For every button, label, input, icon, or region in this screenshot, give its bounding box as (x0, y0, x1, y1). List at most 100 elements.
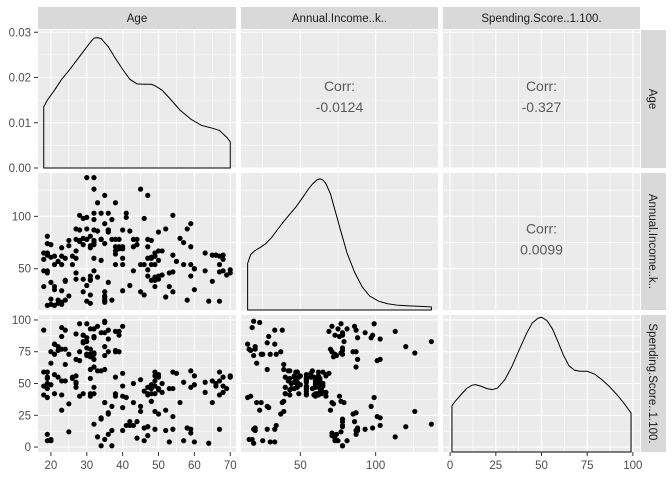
point-age-score-180 (109, 403, 115, 409)
corr-label-2: Corr: (526, 221, 557, 237)
point-income-score-168 (353, 410, 359, 416)
point-income-score-152 (339, 419, 346, 425)
point-age-score-161 (80, 338, 86, 345)
point-age-score-67 (220, 383, 226, 389)
point-age-income-40 (209, 278, 215, 284)
point-age-score-19 (102, 319, 108, 326)
point-age-score-178 (188, 426, 194, 432)
point-age-income-77 (120, 261, 126, 268)
point-age-income-36 (127, 282, 133, 289)
point-age-score-142 (77, 393, 83, 399)
point-age-income-42 (148, 277, 154, 283)
point-income-score-22 (260, 438, 266, 444)
point-age-score-40 (209, 399, 215, 406)
point-age-score-160 (177, 399, 183, 406)
point-income-score-161 (341, 338, 347, 345)
point-age-score-162 (44, 438, 50, 444)
point-age-income-34 (152, 283, 158, 290)
point-income-score-7 (249, 324, 255, 331)
point-age-score-20 (102, 399, 108, 406)
point-income-score-42 (281, 398, 287, 404)
point-age-income-39 (48, 279, 54, 285)
point-age-score-174 (163, 427, 169, 434)
point-age-score-82 (216, 392, 223, 398)
corr-value-2: 0.0099 (520, 242, 563, 258)
point-age-score-166 (127, 419, 133, 425)
point-income-score-46 (282, 374, 288, 380)
point-income-score-138 (333, 431, 340, 437)
point-age-score-73 (191, 373, 197, 379)
point-age-score-158 (98, 443, 104, 449)
x-tick-label-col0-2: 40 (116, 460, 129, 472)
point-income-score-37 (273, 351, 279, 357)
point-income-score-123 (326, 328, 332, 334)
point-age-score-111 (44, 375, 50, 382)
point-income-score-30 (267, 439, 273, 445)
point-age-score-195 (102, 344, 108, 350)
point-age-score-62 (216, 378, 223, 384)
point-age-score-128 (188, 430, 194, 436)
point-age-score-14 (109, 427, 115, 434)
point-age-score-118 (159, 389, 165, 395)
x-tick-label-col0-3: 50 (152, 460, 165, 472)
point-age-income-163 (87, 233, 93, 239)
point-age-income-105 (51, 253, 58, 259)
y-tick-label-row0-3: 0.03 (9, 27, 31, 39)
point-age-income-103 (69, 253, 76, 259)
x-tick-label-col0-4: 60 (188, 460, 201, 472)
point-income-score-184 (371, 394, 377, 401)
point-age-income-13 (62, 297, 68, 303)
point-age-score-56 (159, 380, 165, 387)
point-age-income-28 (120, 288, 126, 294)
point-age-income-8 (206, 298, 212, 304)
point-age-score-95 (62, 378, 68, 384)
point-age-income-78 (59, 261, 65, 268)
point-income-score-169 (353, 364, 359, 370)
point-age-score-21 (66, 351, 72, 357)
point-income-score-176 (354, 425, 361, 431)
point-age-score-138 (44, 431, 50, 437)
point-age-score-79 (152, 391, 158, 397)
point-income-score-4 (248, 393, 254, 399)
point-age-score-35 (51, 341, 58, 347)
point-age-income-83 (141, 261, 147, 268)
point-age-score-149 (98, 330, 104, 336)
point-age-income-119 (155, 248, 162, 254)
point-age-score-122 (120, 370, 126, 376)
point-age-income-156 (109, 236, 115, 243)
point-income-score-155 (339, 331, 346, 337)
point-age-income-55 (145, 273, 151, 279)
point-age-score-126 (130, 399, 137, 406)
point-income-score-88 (309, 368, 315, 374)
point-age-income-58 (73, 270, 79, 276)
y-tick-label-row1-0: 50 (18, 264, 31, 276)
point-age-score-44 (152, 408, 158, 415)
point-income-score-31 (267, 351, 273, 357)
point-age-income-118 (159, 248, 165, 254)
point-age-score-172 (105, 431, 111, 437)
point-income-score-160 (341, 399, 347, 406)
point-age-score-132 (66, 401, 72, 407)
point-age-income-107 (170, 252, 176, 258)
x-tick-label-col1-0: 50 (294, 460, 307, 472)
point-age-income-93 (120, 255, 126, 261)
point-age-income-182 (141, 215, 147, 222)
point-income-score-24 (264, 426, 270, 432)
point-age-income-94 (91, 255, 97, 261)
point-age-score-187 (77, 358, 83, 364)
y-tick-label-row2-3: 75 (18, 347, 31, 359)
point-age-income-120 (73, 248, 79, 254)
point-age-score-83 (141, 388, 147, 394)
point-age-income-12 (184, 297, 190, 303)
point-age-income-115 (44, 250, 50, 256)
point-age-income-84 (51, 261, 58, 268)
point-age-income-177 (73, 226, 79, 232)
right-strip-score-label: Spending.Score..1.100. (646, 323, 658, 443)
point-income-score-23 (260, 351, 266, 357)
point-age-score-102 (216, 369, 223, 375)
point-income-score-192 (392, 434, 398, 440)
point-age-income-169 (91, 227, 97, 233)
point-age-score-198 (91, 421, 97, 427)
point-age-income-30 (191, 287, 197, 293)
